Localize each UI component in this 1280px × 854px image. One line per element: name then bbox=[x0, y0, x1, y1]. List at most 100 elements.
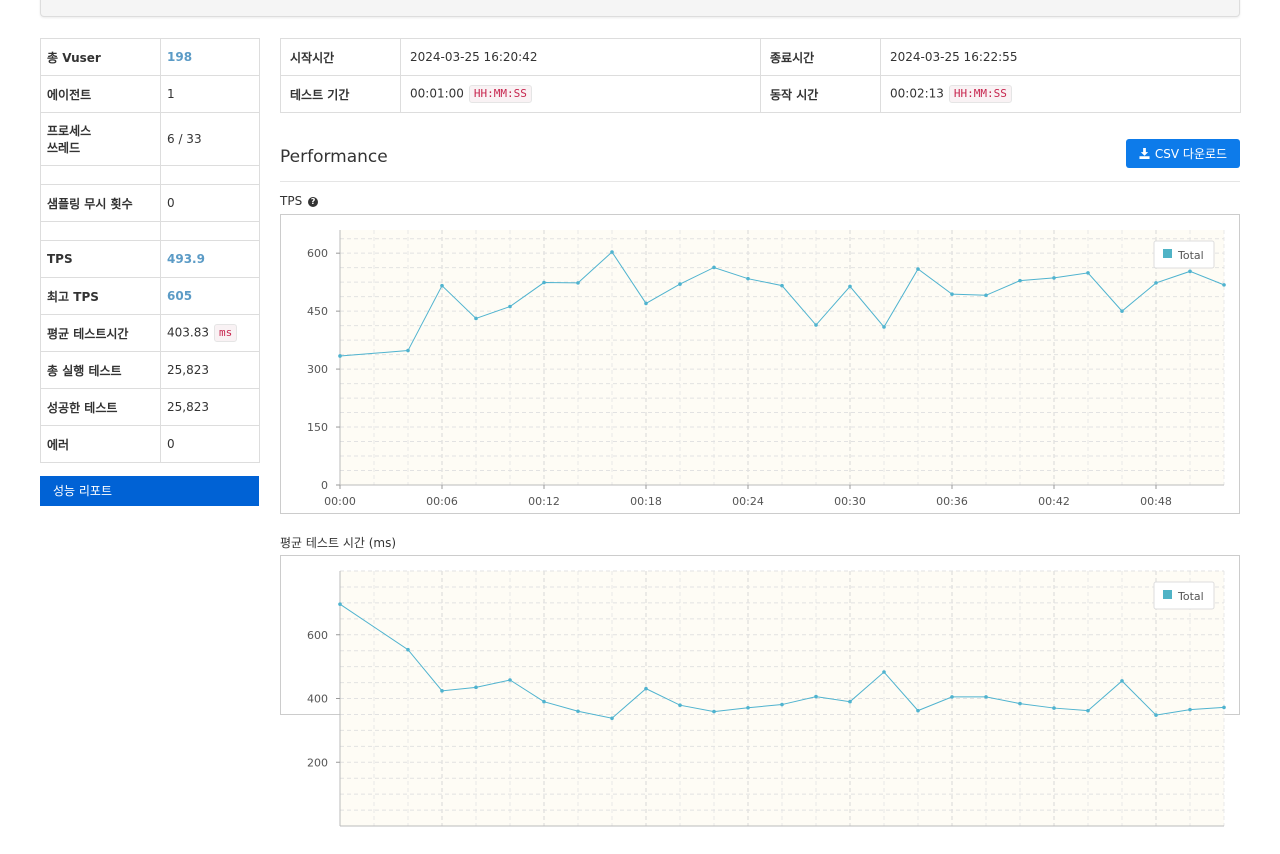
data-point bbox=[780, 702, 784, 707]
data-point bbox=[406, 348, 410, 353]
peak-tps-value-link[interactable]: 605 bbox=[167, 289, 193, 303]
data-point bbox=[746, 705, 750, 710]
data-point bbox=[406, 647, 410, 652]
data-point bbox=[882, 670, 886, 674]
error-value: 0 bbox=[160, 425, 260, 463]
y-tick-label: 600 bbox=[307, 247, 328, 260]
data-point bbox=[1120, 309, 1124, 313]
info-row-times: 시작시간 2024-03-25 16:20:42 종료시간 2024-03-25… bbox=[280, 38, 1241, 76]
run-format-badge: HH:MM:SS bbox=[948, 85, 1012, 103]
summary-spacer bbox=[40, 221, 260, 241]
start-time-value: 2024-03-25 16:20:42 bbox=[400, 38, 761, 76]
x-tick-label: 00:24 bbox=[732, 495, 764, 508]
chart-legend: Total bbox=[1153, 581, 1215, 610]
data-point bbox=[1052, 276, 1056, 280]
end-time-value: 2024-03-25 16:22:55 bbox=[880, 38, 1241, 76]
data-point bbox=[984, 695, 988, 699]
test-duration-value: 00:01:00 bbox=[410, 86, 464, 101]
x-tick-label: 00:12 bbox=[528, 495, 560, 508]
data-point bbox=[1018, 701, 1022, 706]
data-point bbox=[644, 301, 648, 306]
avg-test-time-chart-label: 평균 테스트 시간 (ms) bbox=[280, 534, 396, 551]
y-tick-label: 150 bbox=[307, 421, 328, 434]
data-point bbox=[542, 280, 546, 285]
end-time-label: 종료시간 bbox=[760, 38, 881, 76]
test-duration-label: 테스트 기간 bbox=[280, 75, 401, 113]
vuser-value-link[interactable]: 198 bbox=[167, 50, 193, 64]
data-point bbox=[848, 284, 852, 289]
summary-row-process: 프로세스 쓰레드 6 / 33 bbox=[40, 112, 260, 166]
x-tick-label: 00:36 bbox=[936, 495, 968, 508]
y-tick-label: 200 bbox=[307, 756, 328, 769]
avg-test-time-chart: 200 400 600 Total bbox=[280, 555, 1240, 827]
performance-title: Performance bbox=[280, 147, 388, 167]
x-tick-label: 00:06 bbox=[426, 495, 458, 508]
summary-row-error: 에러 0 bbox=[40, 425, 260, 463]
summary-table: 총 Vuser 198 에이전트 1 프로세스 쓰레드 6 / 33 샘플링 무시… bbox=[40, 38, 260, 463]
data-point bbox=[848, 699, 852, 704]
peak-tps-label: 최고 TPS bbox=[40, 277, 161, 315]
csv-download-label: CSV 다운로드 bbox=[1154, 147, 1228, 161]
data-point bbox=[576, 281, 580, 285]
summary-row-peak-tps: 최고 TPS 605 bbox=[40, 277, 260, 315]
data-point bbox=[542, 699, 546, 704]
data-point bbox=[984, 293, 988, 298]
summary-row-agent: 에이전트 1 bbox=[40, 75, 260, 113]
summary-row-sampling: 샘플링 무시 횟수 0 bbox=[40, 184, 260, 222]
tps-chart-label: TPS ? bbox=[280, 194, 319, 208]
question-circle-icon[interactable]: ? bbox=[308, 197, 319, 207]
vuser-label: 총 Vuser bbox=[40, 38, 161, 76]
tps-value-link[interactable]: 493.9 bbox=[167, 252, 205, 266]
y-tick-label: 300 bbox=[307, 363, 328, 376]
data-point bbox=[1120, 679, 1124, 683]
sampling-label: 샘플링 무시 횟수 bbox=[40, 184, 161, 222]
legend-box bbox=[1153, 581, 1215, 610]
chart-legend: Total bbox=[1153, 240, 1215, 269]
test-info-table: 시작시간 2024-03-25 16:20:42 종료시간 2024-03-25… bbox=[280, 38, 1241, 113]
duration-format-badge: HH:MM:SS bbox=[468, 85, 532, 103]
total-tests-label: 총 실행 테스트 bbox=[40, 351, 161, 389]
data-point bbox=[780, 283, 784, 288]
info-row-durations: 테스트 기간 00:01:00 HH:MM:SS 동작 시간 00:02:13 HH… bbox=[280, 75, 1241, 113]
y-tick-label: 0 bbox=[321, 479, 328, 492]
data-point bbox=[950, 292, 954, 296]
legend-label: Total bbox=[1177, 590, 1204, 603]
summary-row-tps: TPS 493.9 bbox=[40, 240, 260, 278]
summary-row-vuser: 총 Vuser 198 bbox=[40, 38, 260, 76]
agent-label: 에이전트 bbox=[40, 75, 161, 113]
data-point bbox=[1222, 705, 1226, 710]
data-point bbox=[882, 325, 886, 329]
top-panel bbox=[40, 0, 1240, 17]
process-thread-label: 프로세스 쓰레드 bbox=[40, 112, 161, 166]
legend-swatch bbox=[1163, 249, 1172, 258]
data-point bbox=[1086, 271, 1090, 275]
data-point bbox=[814, 694, 818, 699]
success-tests-value: 25,823 bbox=[160, 388, 260, 426]
summary-row-total-tests: 총 실행 테스트 25,823 bbox=[40, 351, 260, 389]
data-point bbox=[1154, 713, 1158, 717]
summary-spacer bbox=[40, 165, 260, 185]
data-point bbox=[1052, 706, 1056, 710]
data-point bbox=[1188, 707, 1192, 712]
data-point bbox=[508, 304, 512, 309]
performance-report-button[interactable]: 성능 리포트 bbox=[40, 476, 259, 506]
x-tick-label: 00:42 bbox=[1038, 495, 1070, 508]
performance-divider bbox=[280, 181, 1240, 182]
start-time-label: 시작시간 bbox=[280, 38, 401, 76]
sampling-value: 0 bbox=[160, 184, 260, 222]
run-time-value: 00:02:13 bbox=[890, 86, 944, 101]
csv-download-button[interactable]: CSV 다운로드 bbox=[1126, 139, 1240, 168]
data-point bbox=[1018, 278, 1022, 283]
x-tick-label: 00:18 bbox=[630, 495, 662, 508]
data-point bbox=[678, 282, 682, 286]
data-point bbox=[712, 709, 716, 714]
tps-chart-title: TPS bbox=[280, 194, 303, 208]
legend-swatch bbox=[1163, 590, 1172, 599]
summary-row-success-tests: 성공한 테스트 25,823 bbox=[40, 388, 260, 426]
data-point bbox=[746, 276, 750, 281]
data-point bbox=[712, 265, 716, 270]
x-tick-label: 00:00 bbox=[324, 495, 356, 508]
data-point bbox=[610, 716, 614, 721]
data-point bbox=[1086, 708, 1090, 713]
data-point bbox=[440, 283, 444, 288]
